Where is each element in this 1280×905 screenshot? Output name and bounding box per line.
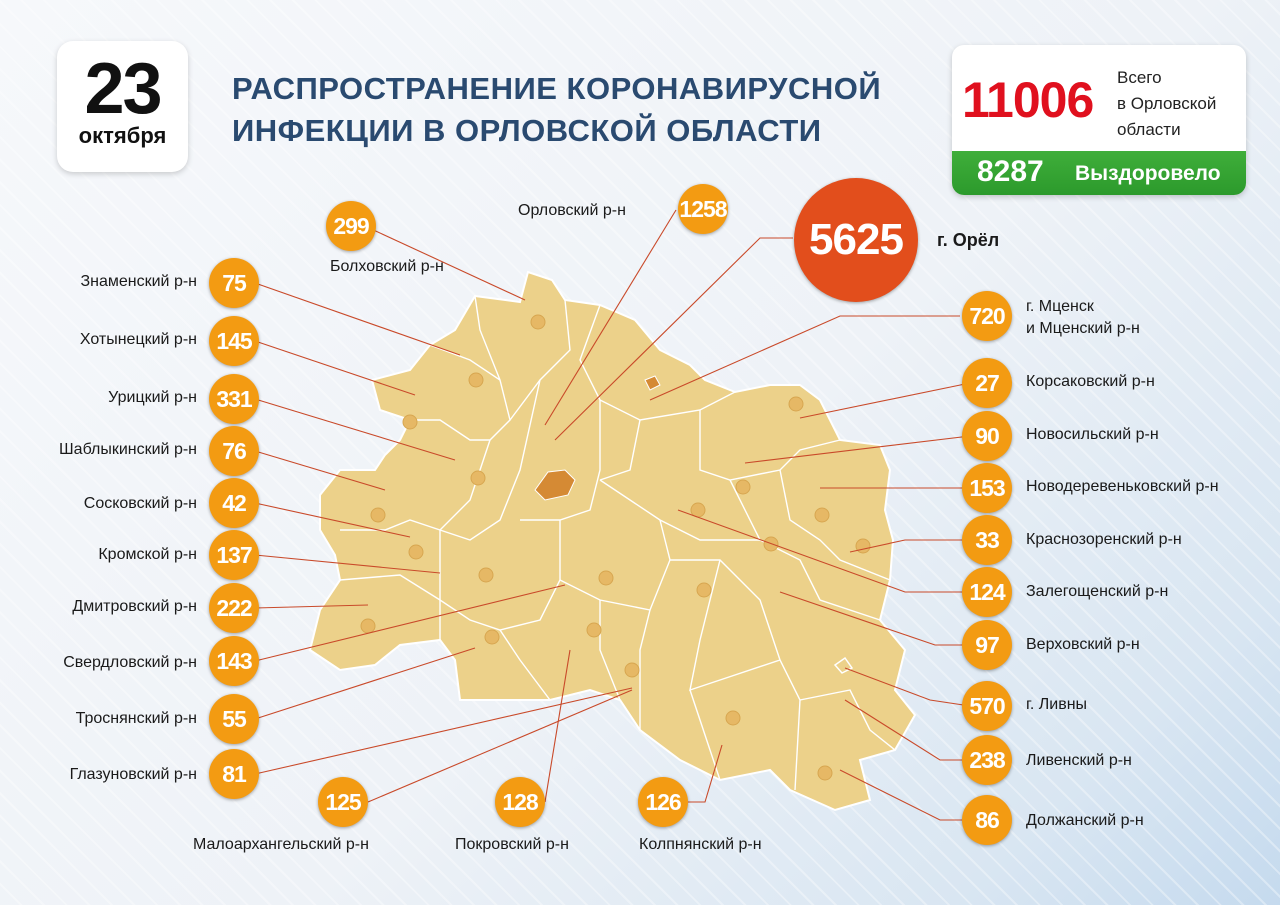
title-line-1: РАСПРОСТРАНЕНИЕ КОРОНАВИРУСНОЙ: [232, 71, 882, 106]
label-zalegoshchensky: Залегощенский р-н: [1026, 583, 1169, 600]
total-label-line-1: Всего: [1117, 68, 1162, 87]
district-borders: [339, 295, 896, 791]
badge-sverdlovsky: 143: [209, 636, 259, 686]
total-label-line-2: в Орловской: [1117, 94, 1217, 113]
total-label: Всего в Орловской области: [1117, 65, 1242, 143]
label-orel-city: г. Орёл: [937, 230, 1000, 250]
label-glazunovsky: Глазуновский р-н: [69, 766, 197, 783]
badge-zalegoshchensky: 124: [962, 567, 1012, 617]
badge-krasnozorensky: 33: [962, 515, 1012, 565]
badge-shablykinsky: 76: [209, 426, 259, 476]
total-cases: 11006: [962, 72, 1094, 128]
orel-city-area: [534, 469, 576, 501]
district-dots: [360, 314, 871, 781]
label-livensky: Ливенский р-н: [1026, 752, 1132, 769]
label-sosskovsky: Сосковский р-н: [83, 495, 197, 512]
label-orlovsky: Орловский р-н: [518, 202, 626, 219]
date-month: октября: [78, 123, 167, 148]
mtsensk-city-area: [644, 375, 661, 391]
label-znamensky: Знаменский р-н: [80, 273, 197, 290]
badge-znamensky: 75: [209, 258, 259, 308]
badge-dolzhansky: 86: [962, 795, 1012, 845]
label-dmitrovsky: Дмитровский р-н: [72, 598, 197, 615]
label-maloarkhangelsky: Малоархангельский р-н: [193, 836, 369, 853]
badge-trosnyansky: 55: [209, 694, 259, 744]
label-novosilsky: Новосильский р-н: [1026, 426, 1159, 443]
label-shablykinsky: Шаблыкинский р-н: [59, 441, 197, 458]
badge-novosilsky: 90: [962, 411, 1012, 461]
totals-card: 11006 Всего в Орловской области 8287 Выз…: [952, 45, 1246, 195]
badge-pokrovsky: 128: [495, 777, 545, 827]
total-label-line-3: области: [1117, 120, 1181, 139]
label-mtsensk-line-1: г. Мценск: [1026, 298, 1094, 315]
label-khotynetsky: Хотынецкий р-н: [79, 331, 197, 348]
badge-orlovsky: 1258: [678, 184, 728, 234]
label-novoderevenkovsky: Новодеревеньковский р-н: [1026, 478, 1219, 495]
badge-korsakovsky: 27: [962, 358, 1012, 408]
page-title: РАСПРОСТРАНЕНИЕ КОРОНАВИРУСНОЙ ИНФЕКЦИИ …: [232, 68, 912, 152]
badge-orel-city: 5625: [794, 178, 918, 302]
label-sverdlovsky: Свердловский р-н: [63, 654, 197, 671]
label-pokrovsky: Покровский р-н: [455, 836, 569, 853]
badge-khotynetsky: 145: [209, 316, 259, 366]
badge-livensky: 238: [962, 735, 1012, 785]
label-kromskoy: Кромской р-н: [98, 546, 197, 563]
date-day: 23: [84, 49, 162, 129]
label-mtsensk-line-2: и Мценский р-н: [1026, 320, 1140, 337]
badge-uritsky: 331: [209, 374, 259, 424]
badge-kromskoy: 137: [209, 530, 259, 580]
label-mtsensk: г. Мценск и Мценский р-н: [1026, 296, 1140, 340]
label-korsakovsky: Корсаковский р-н: [1026, 373, 1155, 390]
region-outline: [308, 270, 917, 812]
label-verkhovsky: Верховский р-н: [1026, 636, 1140, 653]
label-livny: г. Ливны: [1026, 696, 1088, 713]
label-trosnyansky: Троснянский р-н: [75, 710, 197, 727]
badge-kolpnyansky: 126: [638, 777, 688, 827]
title-line-2: ИНФЕКЦИИ В ОРЛОВСКОЙ ОБЛАСТИ: [232, 113, 822, 148]
badge-dmitrovsky: 222: [209, 583, 259, 633]
label-bolkhovsky: Болховский р-н: [330, 258, 444, 275]
badge-novoderevenkovsky: 153: [962, 463, 1012, 513]
recovered-label: Выздоровело: [1075, 162, 1221, 185]
badge-bolkhovsky: 299: [326, 201, 376, 251]
badge-mtsensk: 720: [962, 291, 1012, 341]
badge-maloarkhangelsky: 125: [318, 777, 368, 827]
label-uritsky: Урицкий р-н: [108, 389, 197, 406]
label-kolpnyansky: Колпнянский р-н: [639, 836, 762, 853]
date-card: 23 октября: [57, 41, 188, 172]
label-krasnozorensky: Краснозоренский р-н: [1026, 531, 1182, 548]
badge-glazunovsky: 81: [209, 749, 259, 799]
badge-sosskovsky: 42: [209, 478, 259, 528]
leader-lines: [254, 209, 971, 821]
recovered-count: 8287: [977, 155, 1044, 188]
badge-livny: 570: [962, 681, 1012, 731]
badge-verkhovsky: 97: [962, 620, 1012, 670]
label-dolzhansky: Должанский р-н: [1026, 812, 1144, 829]
recovered-bar: 8287 Выздоровело: [952, 151, 1246, 195]
